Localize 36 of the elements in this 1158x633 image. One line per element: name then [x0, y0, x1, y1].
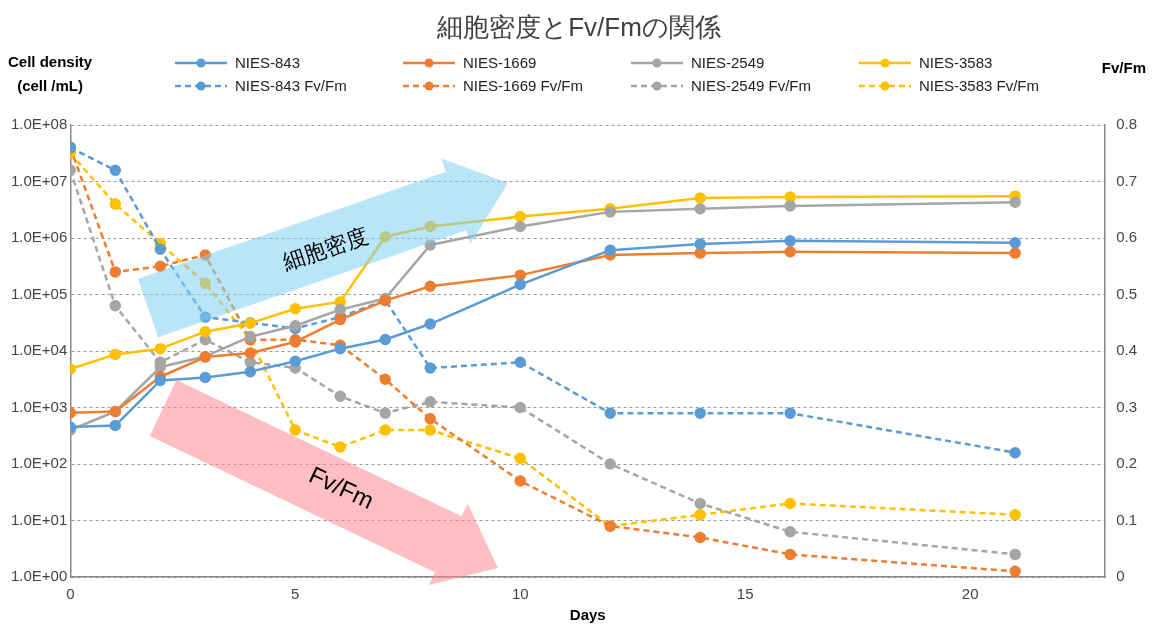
legend-label: NIES-3583: [919, 54, 993, 71]
y2-tick-label: 0.4: [1116, 341, 1138, 359]
chart-title: 細胞密度とFv/Fmの関係: [436, 11, 722, 44]
legend-label: NIES-1669: [463, 54, 537, 71]
y-tick-label: 1.0E+07: [10, 171, 68, 189]
x-tick-label: 0: [66, 585, 75, 603]
legend-label: NIES-2549: [691, 54, 765, 71]
y-tick-label: 1.0E+00: [10, 567, 68, 585]
y2-tick-label: 0.5: [1116, 284, 1138, 302]
y-tick-label: 1.0E+04: [10, 341, 68, 359]
x-tick-label: 5: [291, 585, 300, 603]
legend-label: NIES-2549 Fv/Fm: [691, 77, 812, 94]
y2-tick-label: 0.8: [1116, 115, 1138, 133]
y-tick-label: 1.0E+01: [10, 510, 68, 528]
y2-tick-label: 0.2: [1116, 454, 1138, 472]
legend-label: NIES-3583 Fv/Fm: [919, 77, 1040, 94]
x-axis-title: Days: [569, 606, 606, 624]
y-tick-label: 1.0E+08: [10, 115, 68, 133]
legend-label: NIES-1669 Fv/Fm: [463, 77, 584, 94]
y-axis-title: Cell density (cell /mL): [8, 52, 93, 96]
y2-tick-label: 0.3: [1116, 397, 1138, 415]
y-tick-label: 1.0E+06: [10, 228, 68, 246]
legend-label: NIES-843: [235, 54, 301, 71]
y-tick-label: 1.0E+02: [10, 454, 68, 472]
legend-label: NIES-843 Fv/Fm: [235, 77, 347, 94]
y2-tick-label: 0.7: [1116, 171, 1138, 189]
y2-tick-label: 0.1: [1116, 510, 1138, 528]
annotation: 細胞密度: [278, 222, 372, 276]
y2-tick-label: 0: [1116, 567, 1125, 585]
x-tick-label: 20: [961, 585, 979, 603]
y2-axis-title: Fv/Fm: [1101, 58, 1146, 78]
y-tick-label: 1.0E+03: [10, 397, 68, 415]
y-tick-label: 1.0E+05: [10, 284, 68, 302]
x-tick-label: 10: [511, 585, 529, 603]
x-tick-label: 15: [736, 585, 754, 603]
y2-tick-label: 0.6: [1116, 228, 1138, 246]
